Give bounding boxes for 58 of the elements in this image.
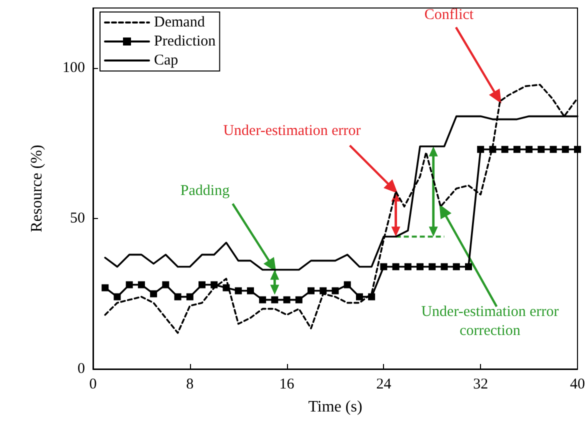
- y-tick-label: 50: [70, 210, 85, 227]
- point: [332, 287, 339, 294]
- point: [526, 146, 533, 153]
- annotation: Under-estimation error correction: [421, 304, 559, 339]
- annotation: Under-estimation error: [223, 123, 361, 139]
- point: [464, 263, 472, 270]
- x-tick-label: 0: [89, 376, 97, 392]
- point: [489, 146, 496, 153]
- point: [428, 263, 436, 270]
- point: [198, 281, 206, 288]
- annotation: Padding: [180, 183, 230, 199]
- point: [368, 293, 376, 300]
- point: [162, 281, 170, 288]
- point: [222, 284, 230, 292]
- point: [114, 293, 121, 300]
- point: [380, 263, 388, 270]
- point: [150, 290, 158, 298]
- point: [404, 263, 412, 270]
- point: [440, 263, 448, 270]
- y-tick-label: 100: [62, 60, 85, 76]
- x-tick-label: 8: [186, 376, 194, 392]
- point: [452, 263, 460, 270]
- legend-label: Demand: [154, 14, 206, 30]
- point: [308, 287, 315, 294]
- point: [246, 287, 254, 294]
- point: [138, 281, 145, 288]
- x-tick-label: 32: [473, 376, 488, 392]
- point: [344, 281, 351, 288]
- point: [102, 284, 109, 292]
- point: [538, 146, 545, 153]
- legend-label: Cap: [154, 52, 178, 68]
- point: [416, 263, 424, 270]
- point: [574, 146, 581, 153]
- y-axis-title: Resource (%): [28, 144, 46, 232]
- point: [186, 293, 194, 300]
- point: [320, 287, 327, 294]
- y-tick-label: 0: [78, 361, 85, 377]
- point: [259, 296, 266, 304]
- point: [513, 146, 520, 153]
- point: [562, 146, 569, 153]
- x-tick-label: 40: [570, 376, 585, 392]
- point: [501, 146, 508, 153]
- point: [392, 263, 400, 270]
- point: [550, 146, 557, 153]
- point: [271, 296, 278, 304]
- point: [126, 281, 133, 288]
- point: [477, 146, 484, 153]
- point: [283, 296, 290, 304]
- x-tick-label: 16: [279, 376, 295, 392]
- legend-label: Prediction: [154, 34, 216, 50]
- x-tick-label: 24: [376, 376, 392, 392]
- point: [295, 296, 302, 304]
- point: [174, 293, 182, 300]
- point: [234, 287, 242, 294]
- point: [356, 293, 363, 300]
- x-axis-title: Time (s): [308, 398, 362, 416]
- point: [210, 281, 218, 288]
- annotation: Conflict: [424, 7, 474, 23]
